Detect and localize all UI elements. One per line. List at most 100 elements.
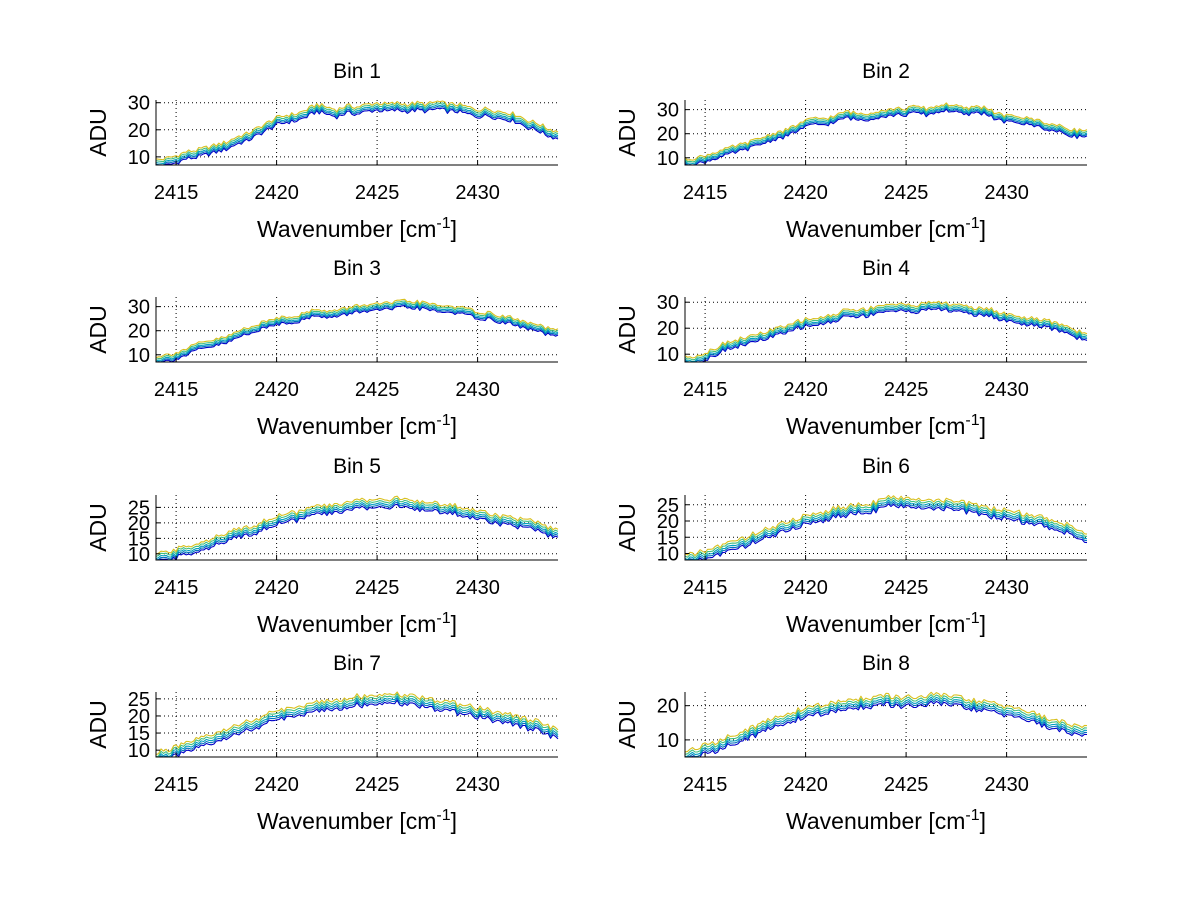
x-tick-label: 2415 bbox=[154, 774, 199, 796]
subplot-title: Bin 3 bbox=[333, 257, 381, 280]
series-line-3 bbox=[684, 304, 1088, 363]
y-tick-label: 30 bbox=[128, 297, 150, 319]
x-tick-label: 2430 bbox=[455, 577, 500, 599]
x-tick-label: 2415 bbox=[683, 577, 728, 599]
x-tick-label: 2420 bbox=[254, 577, 299, 599]
x-tick-label: 2420 bbox=[254, 182, 299, 204]
series-group bbox=[155, 495, 559, 561]
y-tick-label: 15 bbox=[128, 723, 150, 745]
series-line-5 bbox=[684, 691, 1088, 753]
series-line-2 bbox=[156, 697, 559, 758]
x-tick-label: 2415 bbox=[154, 577, 199, 599]
x-tick-label: 2415 bbox=[683, 774, 728, 796]
y-tick-label: 20 bbox=[657, 124, 679, 146]
series-line-2 bbox=[155, 105, 559, 166]
axes bbox=[684, 297, 1087, 363]
series-group bbox=[155, 691, 559, 758]
axes bbox=[155, 100, 558, 166]
x-axis-label: Wavenumber [cm-1] bbox=[786, 610, 986, 637]
x-tick-label: 2420 bbox=[783, 577, 828, 599]
y-tick-label: 20 bbox=[128, 321, 150, 343]
y-tick-label: 20 bbox=[128, 513, 150, 535]
series-line-5 bbox=[684, 102, 1088, 161]
y-tick-label: 10 bbox=[128, 740, 150, 762]
series-line-2 bbox=[684, 107, 1088, 166]
x-axis-label: Wavenumber [cm-1] bbox=[786, 412, 986, 439]
y-axis-label: ADU bbox=[614, 503, 640, 552]
series-line-1 bbox=[685, 700, 1088, 758]
series-line-5 bbox=[684, 300, 1088, 359]
series-line-4 bbox=[684, 302, 1088, 361]
series-line-4 bbox=[155, 497, 559, 558]
x-tick-label: 2420 bbox=[783, 774, 828, 796]
series-line-5 bbox=[155, 495, 559, 555]
y-tick-label: 15 bbox=[128, 528, 150, 550]
axes bbox=[684, 100, 1087, 166]
y-tick-label: 10 bbox=[657, 544, 679, 566]
series-line-3 bbox=[155, 499, 559, 560]
series-line-4 bbox=[684, 694, 1088, 755]
x-tick-label: 2420 bbox=[783, 379, 828, 401]
x-tick-label: 2430 bbox=[984, 182, 1029, 204]
x-tick-label: 2415 bbox=[683, 182, 728, 204]
y-tick-label: 20 bbox=[128, 706, 150, 728]
subplot-bin-8: Bin 8 2415 2420 2425 2430 10 20 Wavenumber [cm-… bbox=[614, 652, 1088, 834]
x-tick-label: 2425 bbox=[884, 182, 929, 204]
series-line-4 bbox=[155, 300, 559, 360]
y-tick-label: 30 bbox=[128, 93, 150, 115]
subplot-title: Bin 8 bbox=[862, 652, 910, 675]
axes bbox=[155, 297, 558, 363]
y-tick-label: 30 bbox=[657, 100, 679, 122]
subplot-title: Bin 4 bbox=[862, 257, 910, 280]
series-line-5 bbox=[155, 691, 559, 756]
x-tick-label: 2415 bbox=[683, 379, 728, 401]
axes bbox=[684, 495, 1087, 561]
x-axis-label: Wavenumber [cm-1] bbox=[786, 807, 986, 834]
series-line-4 bbox=[155, 693, 559, 758]
y-tick-label: 25 bbox=[128, 497, 150, 519]
x-tick-label: 2430 bbox=[455, 774, 500, 796]
series-line-5 bbox=[155, 100, 559, 161]
subplot-bin-1: Bin 1 2415 2420 2425 2430 10 20 30 Wavenumber [c… bbox=[85, 60, 559, 242]
y-tick-label: 15 bbox=[657, 527, 679, 549]
series-line-5 bbox=[684, 494, 1088, 557]
series-line-1 bbox=[156, 503, 559, 561]
subplot-title: Bin 7 bbox=[333, 652, 381, 675]
series-group bbox=[155, 298, 559, 363]
y-tick-label: 10 bbox=[128, 147, 150, 169]
y-axis-label: ADU bbox=[85, 700, 111, 749]
x-tick-label: 2425 bbox=[355, 182, 400, 204]
y-tick-label: 10 bbox=[657, 344, 679, 366]
x-axis-label: Wavenumber [cm-1] bbox=[786, 215, 986, 242]
series-line-1 bbox=[684, 108, 1088, 166]
x-tick-label: 2425 bbox=[884, 774, 929, 796]
series-line-2 bbox=[155, 303, 559, 363]
x-tick-label: 2430 bbox=[455, 182, 500, 204]
x-tick-label: 2420 bbox=[254, 774, 299, 796]
series-group bbox=[684, 494, 1088, 561]
series-line-3 bbox=[155, 302, 559, 362]
axes bbox=[155, 495, 558, 561]
x-axis-label: Wavenumber [cm-1] bbox=[257, 215, 457, 242]
series-group bbox=[155, 100, 559, 166]
y-axis-label: ADU bbox=[614, 108, 640, 157]
series-line-1 bbox=[156, 305, 559, 363]
y-axis-label: ADU bbox=[85, 305, 111, 354]
y-tick-label: 30 bbox=[657, 292, 679, 314]
y-tick-label: 20 bbox=[657, 318, 679, 340]
x-tick-label: 2430 bbox=[984, 774, 1029, 796]
series-group bbox=[684, 102, 1088, 166]
y-axis-label: ADU bbox=[85, 503, 111, 552]
y-axis-label: ADU bbox=[85, 108, 111, 157]
series-line-1 bbox=[156, 699, 559, 758]
x-tick-label: 2425 bbox=[355, 577, 400, 599]
series-line-4 bbox=[684, 497, 1088, 559]
series-line-1 bbox=[685, 503, 1088, 561]
series-line-2 bbox=[155, 501, 559, 561]
series-line-3 bbox=[684, 105, 1088, 165]
